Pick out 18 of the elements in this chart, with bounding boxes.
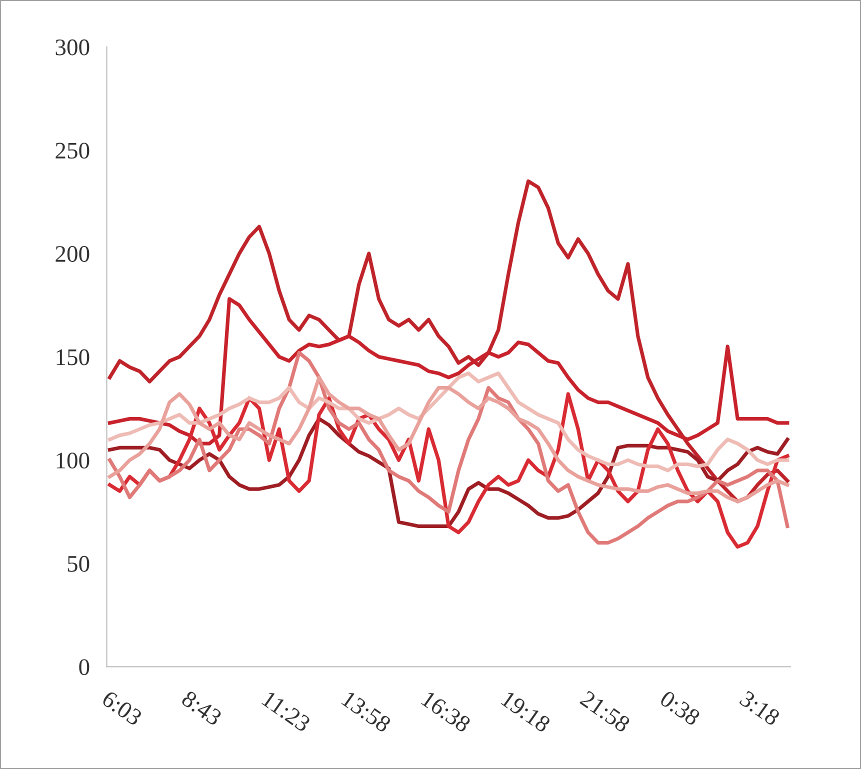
y-tick-label: 300 bbox=[56, 39, 90, 56]
y-tick-label: 150 bbox=[56, 349, 90, 366]
x-tick-label: 16:38 bbox=[420, 690, 472, 733]
x-tick-label: 19:18 bbox=[500, 690, 552, 733]
x-tick-label: 8:43 bbox=[180, 690, 223, 726]
x-tick-label: 13:58 bbox=[341, 690, 392, 733]
x-tick-label: 6:03 bbox=[100, 690, 143, 726]
y-tick-label: 50 bbox=[68, 556, 90, 572]
line-series bbox=[108, 372, 790, 472]
x-tick-label: 3:18 bbox=[738, 690, 781, 726]
line-series bbox=[108, 350, 790, 545]
y-tick-label: 0 bbox=[79, 659, 90, 676]
y-tick-label: 250 bbox=[56, 142, 90, 159]
line-series bbox=[108, 376, 790, 504]
y-tick-label: 100 bbox=[56, 452, 90, 469]
x-tick-label: 0:38 bbox=[658, 690, 702, 726]
y-tick-label: 200 bbox=[56, 246, 90, 262]
x-tick-label: 11:23 bbox=[261, 690, 312, 732]
